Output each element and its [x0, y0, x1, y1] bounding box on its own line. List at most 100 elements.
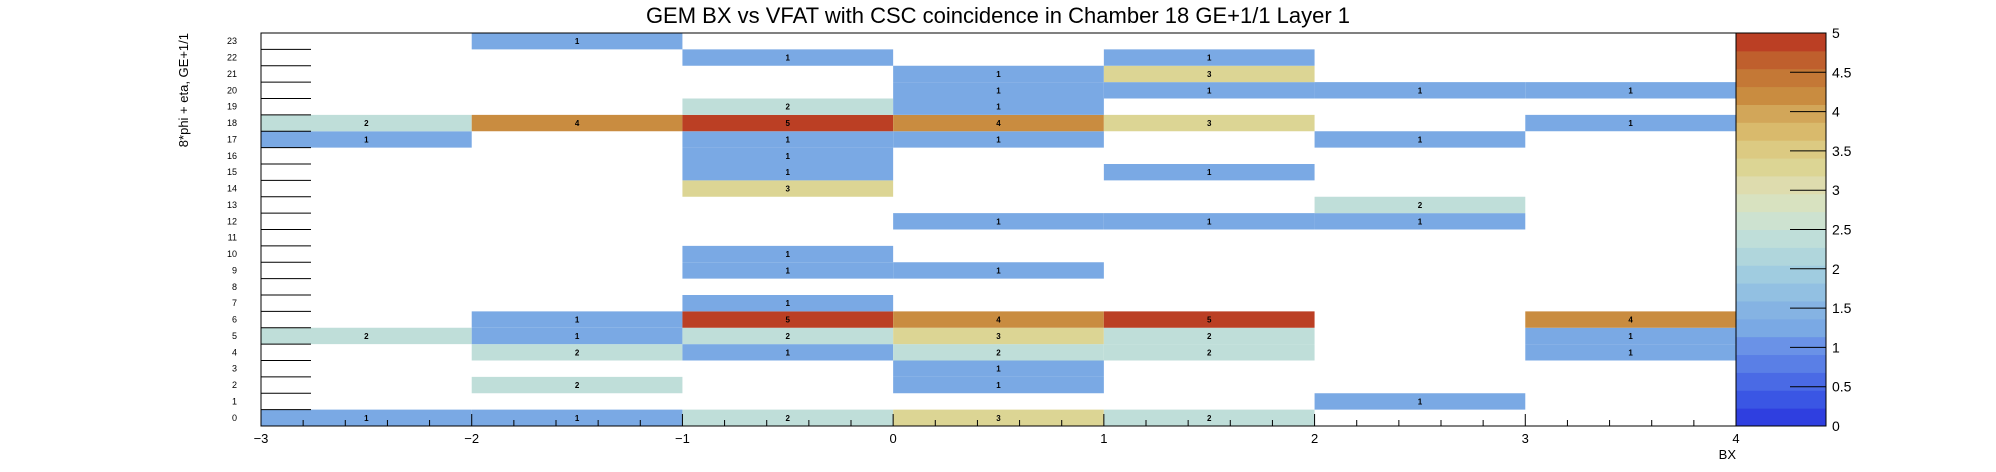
color-scale-segment [1736, 86, 1826, 105]
cell-value-label: 3 [1207, 70, 1212, 79]
cell-value-label: 1 [996, 86, 1001, 95]
heatmap-cell [893, 409, 1104, 426]
cell-value-label: 4 [1628, 316, 1633, 325]
x-tick-label: −3 [254, 431, 269, 446]
heatmap-cell [1103, 327, 1315, 345]
heatmap-cell [1525, 344, 1736, 361]
heatmap-cell [1103, 82, 1315, 99]
cell-value-label: 5 [786, 316, 791, 325]
heatmap-cell [1103, 213, 1315, 230]
color-scale-segment [1736, 104, 1826, 123]
heatmap-cell [893, 344, 1104, 361]
heatmap-cell [893, 213, 1104, 230]
heatmap-cell [682, 98, 894, 115]
cell-value-label: 1 [786, 54, 791, 63]
cell-value-label: 1 [575, 316, 580, 325]
cell-value-label: 2 [1207, 332, 1212, 341]
cell-value-label: 1 [1418, 135, 1423, 144]
color-scale-tick-label: 5 [1832, 25, 1840, 41]
y-tick-label: 8 [232, 282, 237, 292]
color-scale-tick-label: 2 [1832, 261, 1840, 277]
x-tick-label: 4 [1732, 431, 1739, 446]
cell-value-label: 1 [786, 250, 791, 259]
heatmap-cell [1525, 82, 1736, 99]
color-scale-tick-label: 1.5 [1832, 300, 1852, 316]
cell-value-label: 1 [1628, 332, 1633, 341]
cell-value-label: 2 [786, 332, 791, 341]
cell-value-label: 4 [996, 316, 1001, 325]
heatmap-cell [471, 327, 683, 345]
cell-value-label: 2 [364, 332, 369, 341]
y-tick-label: 10 [227, 249, 237, 259]
cell-value-label: 1 [786, 152, 791, 161]
cell-value-label: 1 [1418, 397, 1423, 406]
y-tick-label: 19 [227, 102, 237, 112]
cell-value-label: 2 [996, 348, 1001, 357]
color-scale-segment [1736, 193, 1826, 213]
y-tick-label: 18 [227, 118, 237, 128]
color-scale-segment [1736, 33, 1826, 52]
y-tick-label: 9 [232, 265, 237, 275]
cell-value-label: 4 [575, 119, 580, 128]
heatmap-cell [1314, 213, 1526, 230]
color-scale-segment [1736, 336, 1826, 356]
y-tick-label: 1 [232, 396, 237, 406]
heatmap-cell [1314, 131, 1526, 148]
color-scale-tick-label: 1 [1832, 339, 1840, 355]
heatmap-cell [893, 262, 1104, 279]
cell-value-label: 1 [996, 70, 1001, 79]
cell-value-label: 2 [786, 103, 791, 112]
heatmap-cell [1525, 327, 1736, 345]
y-tick-label: 21 [227, 69, 237, 79]
x-tick-labels: −3 −2 −1 0 1 2 3 4 [254, 431, 1740, 446]
cell-value-label: 1 [996, 266, 1001, 275]
color-scale-segment [1736, 318, 1826, 338]
heatmap-cell [682, 262, 894, 279]
y-tick-label: 0 [232, 413, 237, 423]
color-scale-tick-label: 0 [1832, 418, 1840, 434]
heatmap-cell [682, 327, 894, 345]
cell-value-label: 1 [1207, 217, 1212, 226]
cell-value-label: 1 [575, 332, 580, 341]
cell-value-label: 1 [1628, 119, 1633, 128]
y-tick-label: 13 [227, 200, 237, 210]
heatmap-cell [471, 33, 683, 50]
cell-value-label: 1 [786, 135, 791, 144]
color-scale-segment [1736, 283, 1826, 302]
cell-value-label: 1 [1207, 168, 1212, 177]
heatmap-cell [682, 344, 894, 361]
heatmap-cell [471, 344, 683, 361]
y-tick-label: 20 [227, 85, 237, 95]
color-scale-tick-label: 3 [1832, 182, 1840, 198]
cell-value-label: 3 [786, 185, 791, 194]
color-scale-tick-label: 0.5 [1832, 379, 1852, 395]
heatmap-cell [1103, 65, 1315, 83]
color-scale-tick-labels: 0 0.5 1 1.5 2 2.5 3 3.5 4 4.5 5 [1832, 25, 1852, 434]
cell-value-label: 1 [786, 168, 791, 177]
x-tick-label: 2 [1311, 431, 1318, 446]
color-scale-tick-label: 2.5 [1832, 222, 1852, 238]
color-scale-segment [1736, 50, 1826, 70]
y-tick-label: 16 [227, 151, 237, 161]
cell-value-label: 1 [1207, 86, 1212, 95]
color-scale-segment [1736, 140, 1826, 159]
y-tick-label: 11 [228, 233, 237, 243]
cell-value-label: 1 [364, 135, 369, 144]
x-tick-label: −2 [464, 431, 479, 446]
heatmap-cell [471, 114, 683, 132]
heatmap-cell [893, 98, 1104, 115]
cell-value-label: 1 [786, 266, 791, 275]
cell-value-label: 2 [364, 119, 369, 128]
heatmap-cell [1314, 393, 1526, 410]
x-axis-label: BX [1719, 447, 1737, 462]
color-scale-segment [1736, 122, 1826, 141]
cell-value-label: 2 [1207, 414, 1212, 423]
cell-value-label: 1 [996, 365, 1001, 374]
color-scale-segment [1736, 265, 1826, 284]
cell-value-label: 1 [996, 135, 1001, 144]
heatmap-cell [261, 131, 472, 148]
y-tick-label: 23 [227, 36, 237, 46]
cell-value-label: 1 [364, 414, 369, 423]
